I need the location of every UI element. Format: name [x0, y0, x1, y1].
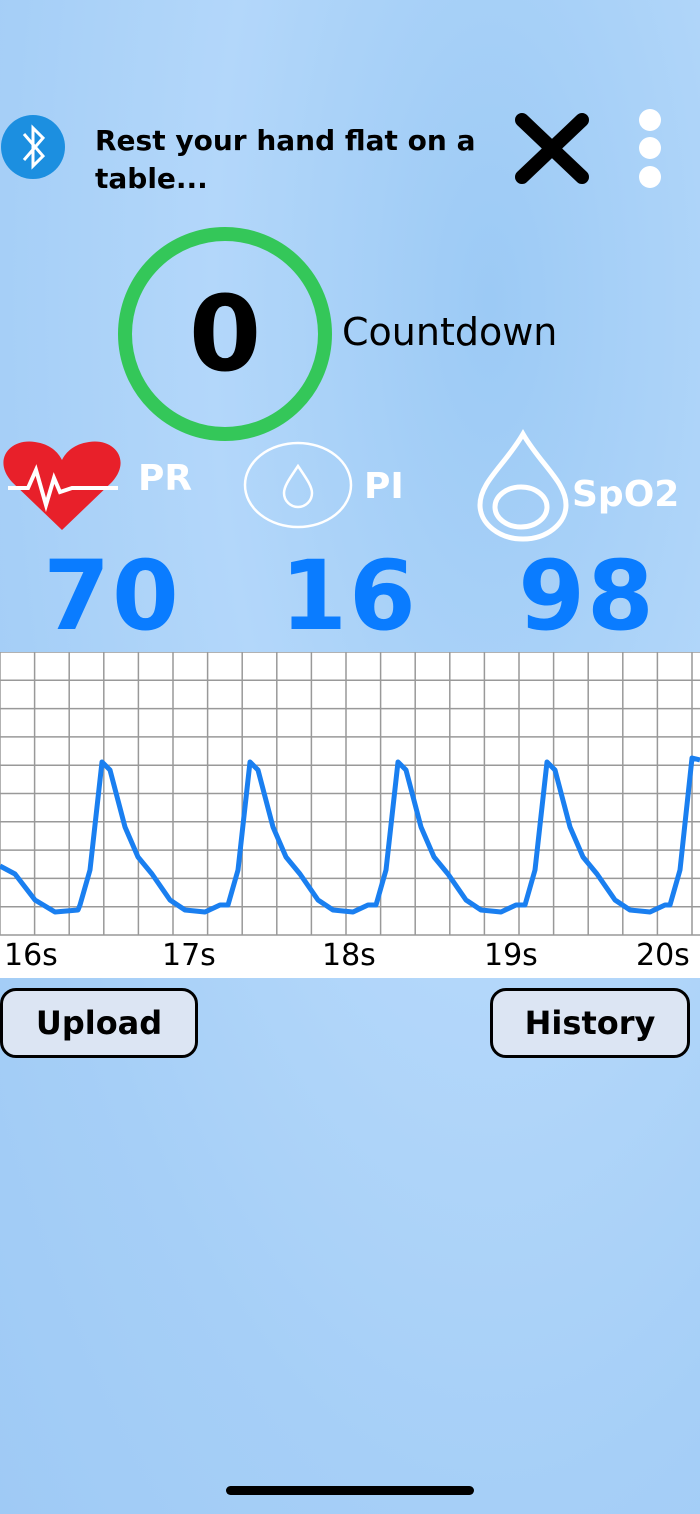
time-label: 20s: [636, 938, 690, 973]
menu-button[interactable]: [639, 109, 661, 188]
waveform: [0, 651, 700, 936]
countdown-value: 0: [189, 273, 261, 395]
time-label: 16s: [4, 938, 58, 973]
metric-value: 98: [518, 540, 656, 652]
close-button[interactable]: [515, 113, 589, 184]
upload-button[interactable]: Upload: [0, 988, 198, 1058]
pulse-trace: [0, 755, 700, 915]
metric-value: 16: [280, 540, 418, 652]
metric-label: SpO2: [572, 474, 680, 515]
time-label: 19s: [484, 938, 538, 973]
time-label: 17s: [162, 938, 216, 973]
status-text: Rest your hand flat on a table...: [95, 124, 476, 195]
heart-icon: [3, 441, 121, 530]
metric-label: PR: [138, 458, 193, 499]
spo2-icon: [477, 429, 569, 542]
countdown-ring: [118, 227, 332, 441]
metric-value: 70: [43, 540, 181, 652]
waveform-panel: [0, 651, 700, 978]
bluetooth-icon[interactable]: [1, 115, 65, 179]
time-label: 18s: [322, 938, 376, 973]
pi-icon: [243, 441, 353, 529]
home-indicator: [226, 1486, 474, 1495]
history-button[interactable]: History: [490, 988, 690, 1058]
countdown-label: Countdown: [342, 310, 558, 354]
metric-label: PI: [364, 466, 404, 507]
